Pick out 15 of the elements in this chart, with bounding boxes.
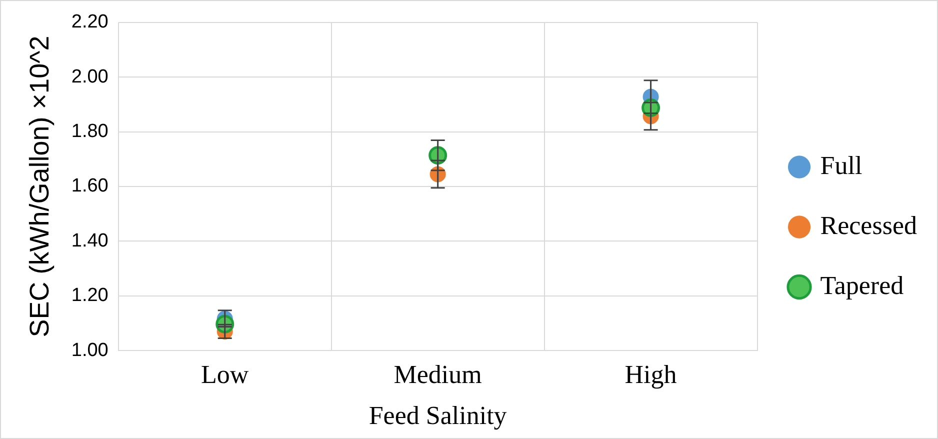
y-tick-label: 1.40 bbox=[71, 230, 108, 252]
y-tick-label: 1.20 bbox=[71, 285, 108, 306]
legend-label: Recessed bbox=[820, 210, 918, 240]
y-tick-label: 1.80 bbox=[71, 121, 108, 142]
y-axis-title: SEC (kWh/Gallon) ×10^2 bbox=[24, 36, 55, 338]
y-tick-label: 1.00 bbox=[71, 340, 108, 361]
y-tick-label: 2.00 bbox=[71, 66, 108, 88]
legend-label: Tapered bbox=[820, 270, 904, 300]
legend-label: Full bbox=[820, 150, 862, 180]
x-axis-title: Feed Salinity bbox=[368, 401, 507, 430]
x-tick-label: Medium bbox=[394, 360, 482, 390]
x-tick-label: Low bbox=[201, 360, 249, 390]
y-tick-label: 2.20 bbox=[71, 12, 108, 33]
y-tick-label: 1.60 bbox=[71, 176, 108, 197]
x-tick-label: High bbox=[624, 360, 677, 390]
